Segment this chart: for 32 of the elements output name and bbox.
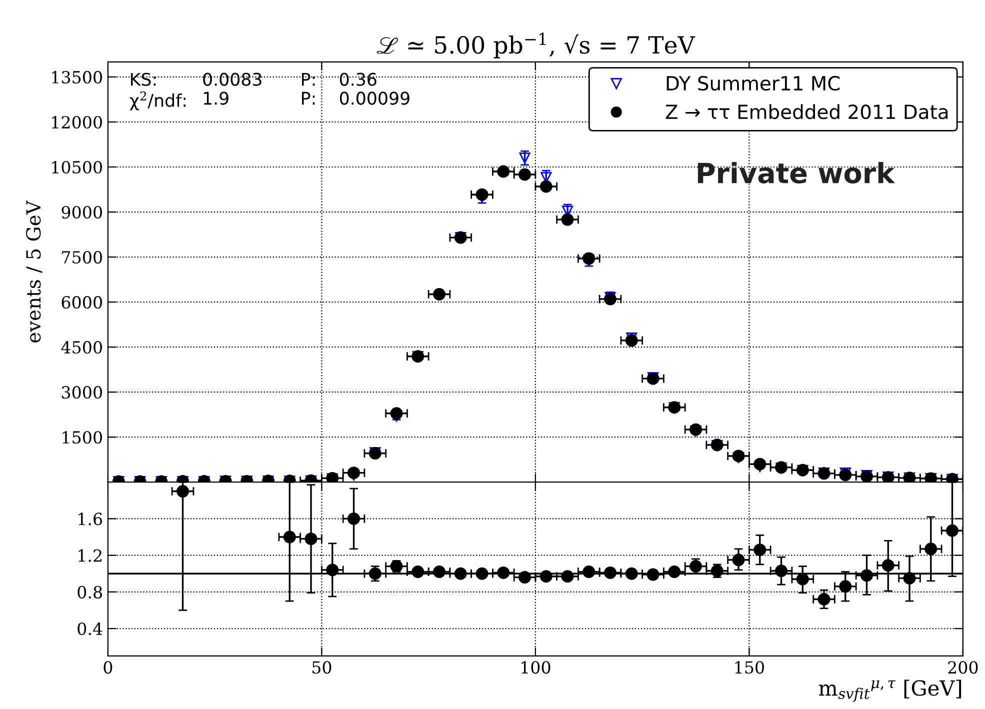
- annotation: χ$^{2}$/ndf:: [130, 91, 186, 110]
- y-tick-label: 9000: [62, 206, 102, 219]
- y-tick-label: 1500: [62, 431, 102, 444]
- annotation: Private work: [698, 162, 896, 184]
- y-tick-label: 1.2: [78, 549, 102, 562]
- annotation: 0.00099: [340, 92, 410, 105]
- legend-label: DY Summer11 MC: [666, 76, 840, 91]
- y-tick-label: 12000: [52, 116, 102, 129]
- y-tick-label: 13500: [52, 70, 102, 84]
- y-tick-label: 3000: [62, 386, 102, 399]
- y-tick-label: 0.8: [78, 586, 102, 598]
- x-tick-label: 200: [948, 661, 978, 674]
- x-tick-label: 150: [735, 661, 764, 674]
- annotation: 1.9: [204, 92, 228, 105]
- y-tick-label: 4500: [61, 341, 102, 354]
- x-tick-label: 50: [312, 661, 332, 674]
- annotation: 0.36: [340, 72, 376, 86]
- y-tick-label: 1.6: [78, 512, 102, 526]
- x-tick-label: 100: [522, 661, 550, 674]
- legend-label: Z → ττ Embedded 2011 Data: [666, 104, 948, 120]
- y-tick-label: 7500: [62, 251, 102, 264]
- y-tick-label: 0.4: [78, 622, 102, 636]
- annotation: P:: [302, 92, 315, 105]
- y-axis-title: events / 5 GeV: [26, 200, 42, 343]
- x-axis-title: m$_{svfit}$$^{μ,τ}$ [GeV]: [818, 680, 962, 702]
- annotation: 0.0083: [203, 72, 262, 86]
- x-tick-label: 0: [104, 661, 112, 674]
- chart-title: ℒ ≃ 5.00 pb$^{−1}$, √s = 7 TeV: [376, 32, 696, 58]
- y-tick-label: 6000: [62, 296, 102, 309]
- y-tick-label: 10500: [52, 160, 102, 174]
- annotation: P:: [302, 73, 315, 86]
- annotation: KS:: [131, 72, 156, 86]
